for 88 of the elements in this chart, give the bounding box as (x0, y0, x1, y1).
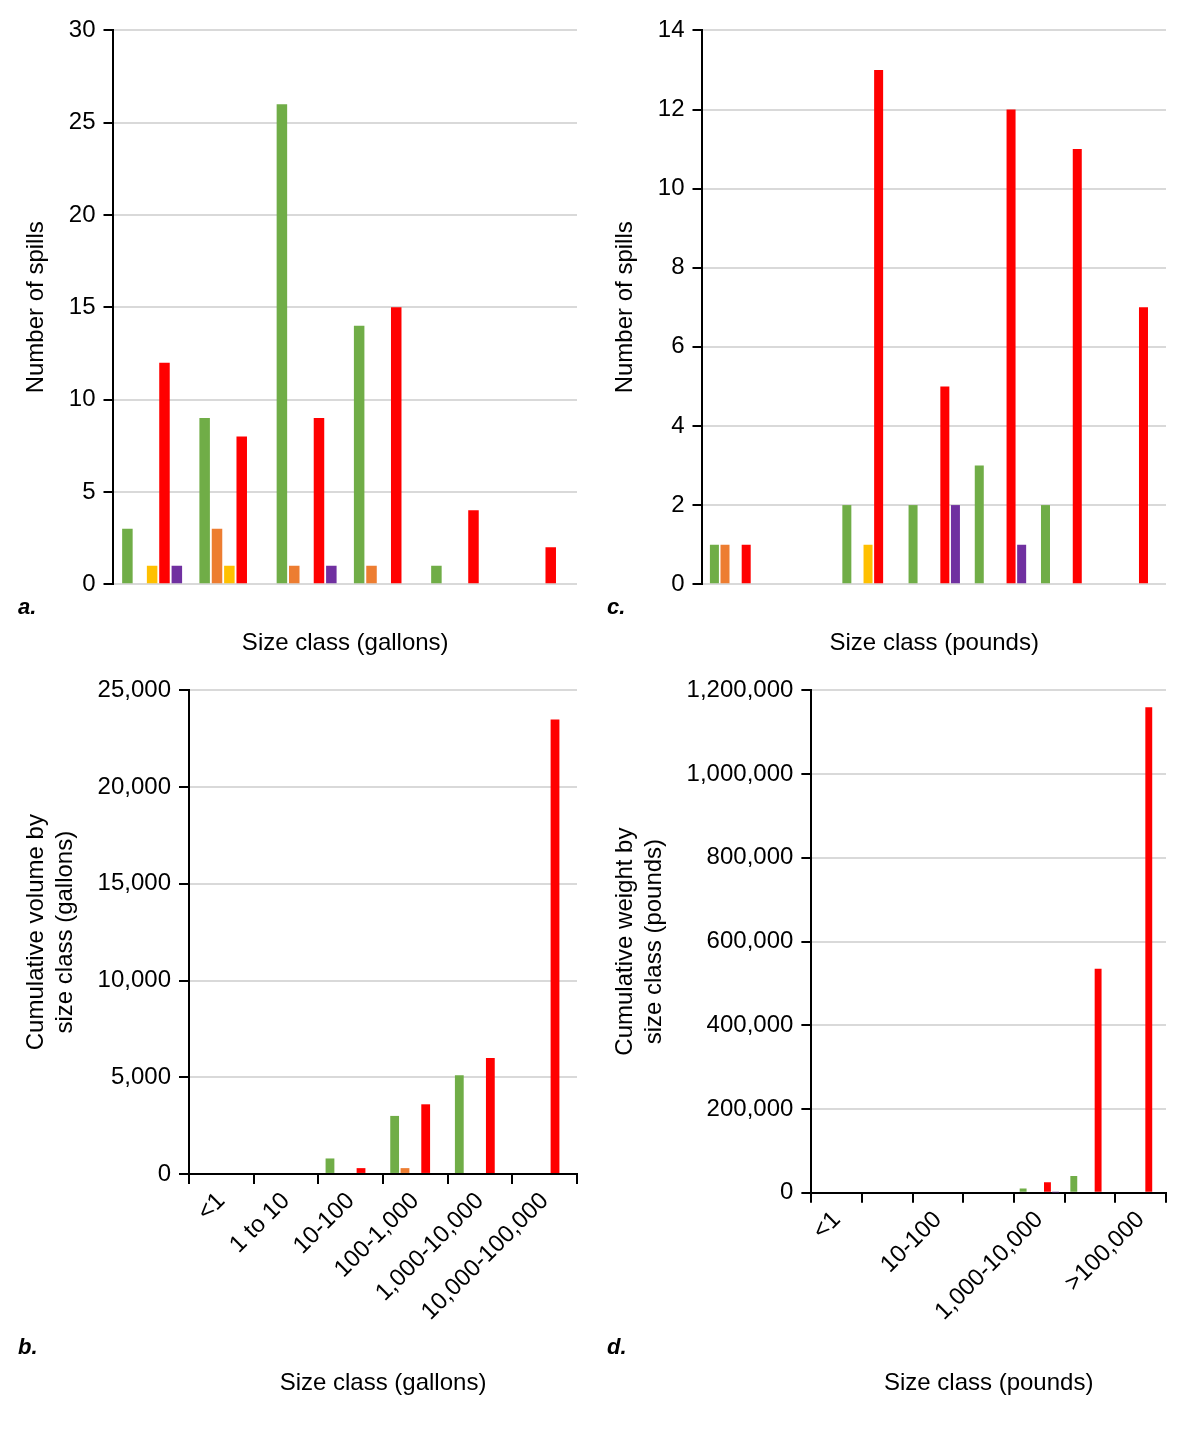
bar (545, 547, 556, 584)
bar (211, 528, 223, 584)
y-tick-label: 15,000 (97, 868, 172, 896)
bar (313, 418, 325, 584)
bar (289, 565, 300, 584)
bar (326, 565, 337, 584)
y-tick-label: 20,000 (97, 771, 172, 799)
x-axis-title: Size class (gallons) (241, 628, 449, 656)
y-tick-label: 5 (82, 476, 96, 504)
x-axis-title: Size class (pounds) (829, 628, 1039, 656)
bar (1145, 707, 1153, 1192)
y-tick-label: 8 (671, 252, 685, 280)
bar (1019, 1188, 1027, 1192)
bar (224, 565, 235, 584)
y-tick-label: 4 (671, 410, 685, 438)
y-tick-label: 600,000 (706, 926, 794, 954)
y-tick-label: 400,000 (706, 1009, 794, 1037)
bar (353, 325, 365, 584)
y-tick-label: 25 (68, 107, 96, 135)
bar (709, 544, 719, 584)
x-tick-label: <1 (191, 1186, 230, 1225)
y-tick-label: 25,000 (97, 675, 172, 703)
text: a. (18, 594, 37, 620)
y-tick-label: 12 (657, 94, 685, 122)
bar (122, 528, 133, 584)
bar (171, 565, 183, 584)
bar (1040, 505, 1050, 584)
bar (159, 362, 170, 584)
bar (863, 544, 873, 584)
bar (1138, 307, 1148, 584)
x-axis-title: Size class (gallons) (279, 1368, 487, 1396)
bar (720, 544, 730, 584)
bar (550, 719, 560, 1173)
y-tick-label: 5,000 (110, 1061, 172, 1089)
y-tick-label: 10 (657, 173, 685, 201)
y-axis-title: Cumulative volume by size class (gallons) (21, 814, 77, 1051)
bar (468, 510, 479, 584)
bar (950, 505, 960, 584)
bar (146, 565, 158, 584)
text: d. (607, 1334, 627, 1360)
x-tick-label: <1 (806, 1205, 845, 1244)
text: b. (18, 1334, 38, 1360)
bar (356, 1168, 366, 1173)
y-tick-label: 1,200,000 (686, 675, 794, 703)
y-tick-label: 14 (657, 15, 685, 43)
y-tick-label: 15 (68, 291, 96, 319)
bar (390, 307, 402, 584)
bar (454, 1075, 464, 1173)
y-axis-title: Cumulative weight by size class (pounds) (610, 827, 666, 1056)
bar (400, 1168, 410, 1173)
bar (421, 1104, 431, 1173)
y-tick-label: 0 (671, 568, 685, 596)
bar (940, 386, 950, 584)
bar (236, 436, 247, 584)
y-tick-label: 30 (68, 15, 96, 43)
y-tick-label: 0 (157, 1158, 172, 1186)
bar (741, 544, 751, 584)
bar (1070, 1176, 1078, 1192)
y-tick-label: 2 (671, 489, 685, 517)
y-tick-label: 0 (780, 1177, 794, 1205)
bar (1006, 109, 1016, 584)
text: c. (607, 594, 626, 620)
y-axis-title: Number of spills (610, 221, 638, 394)
bar (276, 104, 288, 584)
bar (842, 505, 852, 584)
bar (366, 565, 377, 584)
y-tick-label: 20 (68, 199, 96, 227)
x-axis-title: Size class (pounds) (883, 1368, 1094, 1396)
bar (874, 69, 884, 584)
bar (325, 1158, 335, 1173)
y-tick-label: 10,000 (97, 965, 172, 993)
y-axis-title: Number of spills (21, 221, 49, 394)
bar (1017, 544, 1027, 584)
bar (485, 1057, 495, 1173)
y-tick-label: 800,000 (706, 842, 794, 870)
bar (1072, 149, 1082, 584)
bar (431, 565, 442, 584)
bar (1044, 1182, 1051, 1192)
y-tick-label: 0 (82, 568, 96, 596)
bar (1094, 968, 1102, 1192)
bar (974, 465, 984, 584)
y-tick-label: 200,000 (706, 1093, 794, 1121)
bar (908, 505, 918, 584)
y-tick-label: 6 (671, 331, 685, 359)
y-tick-label: 1,000,000 (686, 758, 794, 786)
bar (390, 1115, 400, 1173)
bar (199, 418, 210, 584)
y-tick-label: 10 (68, 384, 96, 412)
